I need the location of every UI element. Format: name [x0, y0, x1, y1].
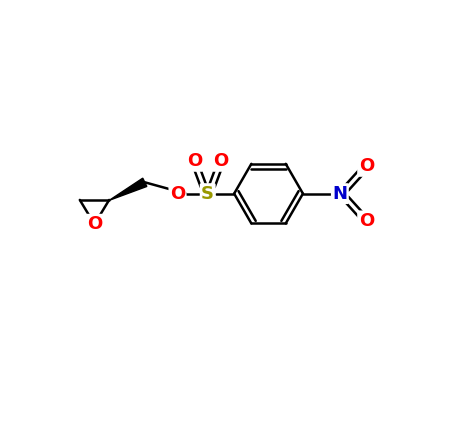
Text: O: O [359, 212, 374, 230]
Polygon shape [110, 178, 147, 200]
Text: O: O [187, 152, 202, 170]
Text: O: O [359, 157, 374, 176]
Text: S: S [201, 184, 214, 203]
Text: O: O [87, 215, 102, 233]
Text: O: O [170, 184, 185, 203]
Text: O: O [214, 152, 229, 170]
Text: N: N [332, 184, 348, 203]
